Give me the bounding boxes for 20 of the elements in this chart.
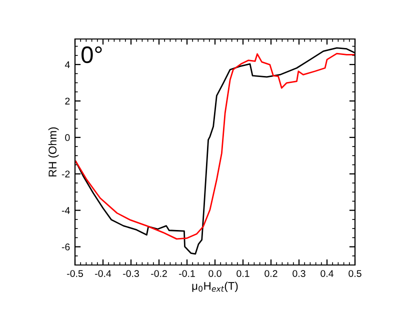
x-tick-label: 0.2 [264, 270, 278, 277]
y-axis-title: RH (Ohm) [48, 127, 59, 176]
x-tick-label: -0.2 [151, 270, 167, 277]
x-tick-label: 0.0 [208, 270, 222, 277]
y-tick-label: 2 [65, 98, 70, 104]
x-tick-label: 0.3 [292, 270, 306, 277]
x-tick-label: -0.5 [67, 270, 83, 277]
y-tick-label: -6 [62, 244, 70, 250]
x-tick-label: -0.4 [95, 270, 112, 277]
annotation: 0° [82, 46, 102, 64]
y-tick-label: 4 [64, 61, 70, 68]
y-tick-label: 0 [65, 134, 70, 142]
x-tick-label: 0.1 [236, 270, 250, 277]
x-tick-label: -0.1 [179, 270, 195, 277]
x-axis-title: μ$_{0}$H$_{ext}$(T) [192, 282, 238, 292]
x-tick-label: 0.4 [320, 270, 334, 277]
y-tick-label: -4 [62, 207, 70, 214]
x-tick-label: -0.3 [123, 270, 139, 277]
x-tick-label: 0.5 [348, 270, 362, 277]
y-tick-label: -2 [62, 170, 70, 178]
